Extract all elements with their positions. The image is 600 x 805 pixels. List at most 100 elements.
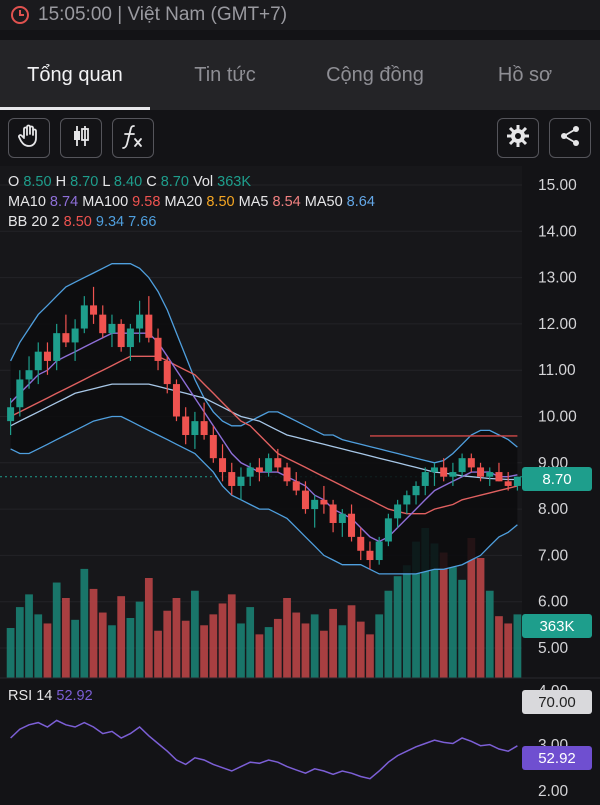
candle-body (421, 472, 429, 486)
price-tick-label: 8.00 (538, 501, 569, 518)
candle-body (7, 407, 15, 422)
current-price-badge: 8.70 (522, 467, 592, 491)
candle-body (34, 351, 42, 371)
volume-bar (292, 612, 301, 678)
ma10-line (10, 332, 518, 543)
candle-body (412, 485, 420, 496)
volume-bar (384, 590, 393, 678)
volume-bar (227, 594, 236, 678)
candle-body (255, 467, 263, 473)
volume-bar (52, 582, 61, 678)
volume-bar (458, 579, 466, 678)
candle-body (172, 384, 180, 417)
rsi-line (10, 719, 518, 780)
price-tick-label: 12.00 (538, 316, 577, 333)
candle-body (440, 467, 448, 477)
volume-bar (495, 616, 503, 678)
tab-bar: Tổng quan Tin tức Cộng đồng Hồ sơ (0, 40, 600, 110)
settings-button[interactable] (497, 118, 539, 158)
candle-body (449, 472, 457, 477)
volume-bar (71, 619, 79, 678)
price-axis: 15.0014.0013.0012.0011.0010.009.008.007.… (538, 177, 577, 657)
volume-bar (246, 607, 255, 678)
candle-body (99, 314, 107, 334)
volume-bar (347, 605, 356, 678)
volume-bar (144, 578, 153, 678)
chart-toolbar (0, 110, 600, 166)
volume-bar (485, 590, 494, 678)
volume-bar (15, 607, 24, 678)
candle-body (219, 458, 227, 473)
clock-icon (10, 5, 30, 25)
rsi-tick-label: 2.00 (538, 783, 569, 800)
candle-body (53, 333, 61, 361)
volume-bar (43, 623, 52, 678)
bb-upper-line (10, 263, 518, 464)
candle-body (430, 467, 438, 473)
rsi-panel: 4.003.002.00 (0, 677, 600, 800)
candle-body (375, 541, 383, 561)
rsi-70-badge: 70.00 (522, 690, 592, 714)
candle-body (136, 314, 144, 329)
price-tick-label: 15.00 (538, 177, 577, 194)
volume-bar (402, 565, 411, 678)
candle-body (403, 495, 411, 505)
volume-bar (218, 603, 227, 678)
candle-body (486, 472, 494, 477)
ma100-value: 9.58 (132, 194, 161, 210)
tab-ho-so[interactable]: Hồ sơ (497, 63, 553, 86)
candle-body (200, 421, 208, 436)
bb-lower-value: 7.66 (128, 214, 157, 230)
candle-body (117, 323, 125, 348)
volume-bar (255, 634, 264, 678)
status-time: 15:05:00 | Việt Nam (GMT+7) (38, 4, 288, 25)
candle-body (246, 467, 254, 477)
candle-body (458, 458, 466, 473)
volume-bar (209, 614, 218, 678)
rsi-legend-value: 52.92 (56, 688, 93, 704)
candle-body (43, 351, 51, 361)
volume-bar (126, 618, 135, 678)
volume-bar (366, 634, 374, 678)
volume-bar (6, 628, 15, 678)
volume-bar (412, 541, 420, 678)
volume-bar (200, 625, 208, 678)
candle-body (329, 504, 337, 523)
candle-body (311, 499, 319, 510)
volume-bar (329, 608, 337, 678)
volume-bar (34, 614, 43, 678)
volume-bar (163, 610, 172, 678)
share-button[interactable] (549, 118, 591, 158)
chart-canvas[interactable]: 15.0014.0013.0012.0011.0010.009.008.007.… (0, 166, 600, 800)
volume-value: 363K (217, 174, 252, 190)
price-tick-label: 7.00 (538, 547, 569, 564)
volume-bar (301, 623, 310, 678)
indicators-button[interactable] (112, 118, 154, 158)
tab-tin-tuc[interactable]: Tin tức (194, 63, 256, 86)
bb-fill (10, 263, 518, 574)
candle-body (90, 305, 98, 315)
candle-body (477, 467, 485, 477)
candle-body (366, 550, 374, 561)
candle-body (25, 370, 33, 380)
volume-bar (80, 568, 89, 678)
pan-button[interactable] (8, 118, 50, 158)
tab-tong-quan[interactable]: Tổng quan (0, 40, 150, 110)
volume-bar (513, 614, 522, 678)
price-tick-label: 6.00 (538, 594, 569, 611)
price-tick-label: 10.00 (538, 409, 577, 426)
volume-bar (320, 630, 328, 678)
price-chart[interactable]: 15.00 14.00 13.00 12.00 11.00 10.00 9.00 8.00 7.… (0, 166, 600, 800)
volume-bar (467, 538, 476, 678)
candle-body (320, 499, 328, 505)
tab-cong-dong[interactable]: Cộng đồng (326, 63, 424, 86)
price-tick-label: 13.00 (538, 270, 577, 287)
chart-type-button[interactable] (60, 118, 102, 158)
volume-bar (393, 576, 402, 678)
volume-bar (504, 623, 513, 678)
gear-icon (506, 124, 530, 153)
candle-body (71, 328, 79, 343)
ma10-value: 8.74 (49, 194, 79, 210)
bollinger-bands (10, 263, 518, 575)
volume-bar (117, 596, 126, 678)
